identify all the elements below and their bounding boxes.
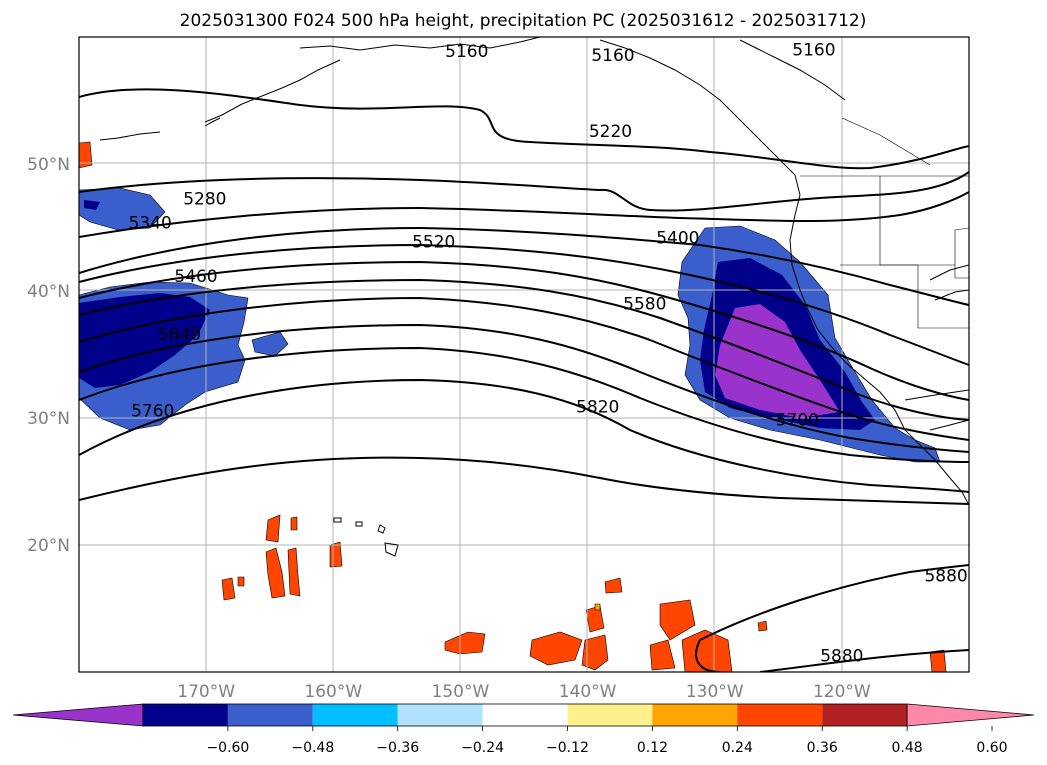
contour-label: 5640 [158, 325, 201, 345]
contour-label: 5700 [776, 410, 819, 430]
colorbar-tick-label: −0.12 [546, 740, 589, 756]
contour-label: 5460 [174, 267, 217, 287]
map-area: 5160 5160 5160 5220 5280 5340 5400 5460 5520 5580… [79, 37, 969, 672]
contour-label: 5160 [792, 41, 835, 61]
colorbar-tick-label: −0.36 [376, 740, 419, 756]
contour-labels: 5160 5160 5160 5220 5280 5340 5400 5460 5520 5580… [129, 41, 968, 667]
longitude-labels: 170°W 160°W 150°W 140°W 130°W 120°W [177, 682, 871, 702]
colorbar-tick-label: 0.12 [637, 740, 668, 756]
lat-label: 50°N [27, 155, 70, 175]
colorbar [12, 703, 1035, 727]
lon-label: 150°W [432, 682, 490, 702]
map-frame [78, 36, 970, 673]
contour-label: 5280 [183, 189, 226, 209]
colorbar-bin [312, 704, 398, 726]
lat-label: 40°N [27, 282, 70, 302]
colorbar-tick-labels: −0.60 −0.48 −0.36 −0.24 −0.12 0.12 0.24 0.36 0.4… [206, 726, 1008, 756]
lon-label: 130°W [686, 682, 744, 702]
colorbar-bin [567, 704, 653, 726]
colorbar-bin [143, 704, 228, 726]
contour-label: 5880 [820, 646, 863, 666]
contour-label: 5520 [412, 232, 455, 252]
lon-label: 160°W [304, 682, 362, 702]
gridlines [79, 37, 969, 672]
latitude-labels: 50°N 40°N 30°N 20°N [27, 155, 70, 556]
colorbar-bin [397, 704, 483, 726]
colorbar-extend-high [906, 703, 1035, 727]
height-contours [79, 88, 969, 672]
colorbar-tick-label: −0.24 [461, 740, 504, 756]
colorbar-bin [737, 704, 823, 726]
contour-label: 5340 [129, 213, 172, 233]
colorbar-tick-label: −0.60 [206, 740, 249, 756]
colorbar-bin [482, 704, 568, 726]
colorbar-bin [652, 704, 738, 726]
contour-label: 5880 [924, 566, 967, 586]
colorbar-tick-label: 0.24 [722, 740, 753, 756]
colorbar-tick-label: −0.48 [291, 740, 334, 756]
coastlines [99, 37, 969, 557]
contour-label: 5160 [445, 42, 488, 62]
lon-label: 120°W [813, 682, 871, 702]
contour-label: 5760 [131, 401, 174, 421]
lon-label: 170°W [177, 682, 235, 702]
colorbar-frame [142, 703, 908, 727]
contour-label: 5400 [656, 229, 699, 249]
colorbar-tick-label: 0.36 [807, 740, 838, 756]
contour-label: 5820 [576, 398, 619, 418]
colorbar-bin [227, 704, 313, 726]
map-title: 2025031300 F024 500 hPa height, precipit… [180, 11, 867, 31]
contour-label: 5160 [591, 46, 634, 66]
colorbar-extend-low [12, 703, 144, 727]
lat-label: 30°N [27, 409, 70, 429]
contour-label: 5220 [589, 122, 632, 142]
contour-label: 5580 [623, 295, 666, 315]
lat-label: 20°N [27, 536, 70, 556]
colorbar-bin [822, 704, 908, 726]
colorbar-tick-label: 0.60 [976, 740, 1007, 756]
lon-label: 140°W [559, 682, 617, 702]
political-borders [800, 117, 969, 329]
precip-tropics [221, 514, 947, 672]
colorbar-tick-label: 0.48 [892, 740, 923, 756]
